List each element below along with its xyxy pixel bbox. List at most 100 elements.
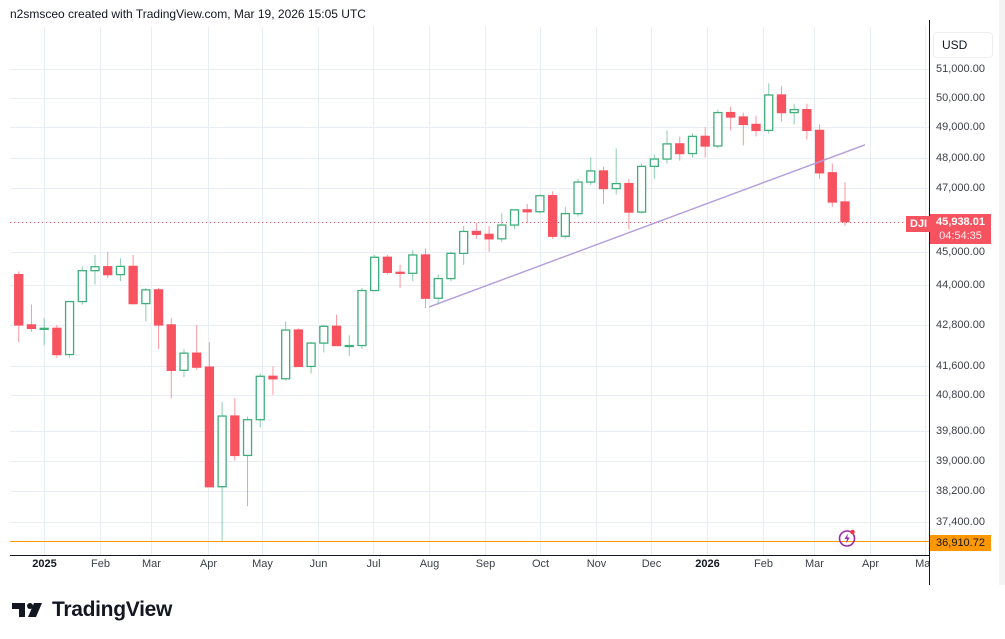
time-tick-label: May [252, 558, 273, 570]
candle-body [281, 329, 291, 380]
candle-body [484, 233, 494, 240]
candle-body [14, 273, 24, 326]
candle-down [52, 324, 62, 358]
price-tick-label: 50,000.00 [936, 91, 985, 104]
time-tick-label: Feb [754, 558, 773, 570]
candle-down [598, 166, 609, 204]
candle-up [64, 300, 75, 358]
candle-body [103, 266, 113, 276]
candle-body [192, 352, 202, 368]
candle-body [814, 129, 825, 174]
candle-body [268, 375, 278, 380]
candle-body [624, 182, 634, 213]
horizontal-line-label: 36,910.72 [930, 535, 991, 551]
candle-body [573, 181, 583, 215]
price-tick-label: 38,200.00 [936, 484, 985, 497]
candle-body [382, 256, 393, 273]
candle-up [77, 266, 87, 305]
candle-up [255, 373, 265, 428]
candle-body [713, 111, 723, 147]
candle-up [446, 251, 456, 282]
candle-body [471, 230, 482, 235]
candle-body [179, 352, 189, 371]
candle-up [586, 157, 596, 186]
candle-down [547, 191, 558, 239]
currency-button[interactable]: USD [933, 32, 993, 58]
candle-body [204, 366, 215, 488]
candle-down [827, 163, 837, 208]
time-tick-label: Apr [199, 558, 218, 570]
candle-down [751, 115, 761, 137]
price-tick-label: 49,000.00 [936, 121, 985, 134]
time-tick-label: Mar [805, 558, 824, 570]
tradingview-logo[interactable]: TradingView [12, 598, 172, 622]
candle-down [624, 178, 634, 230]
time-tick-label: Mar [142, 558, 161, 570]
lightning-alert-icon[interactable] [837, 528, 857, 548]
candle-down [484, 226, 494, 252]
chart-frame [999, 0, 1005, 585]
price-tick-label: 51,000.00 [936, 63, 985, 75]
time-tick-label: Sep [475, 558, 496, 570]
time-tick-label: Jun [309, 558, 328, 570]
trendline-stroke[interactable] [428, 144, 866, 308]
candle-up [497, 213, 507, 243]
price-tick-label: 47,000.00 [936, 182, 985, 195]
candle-up [611, 148, 621, 195]
candle-up [90, 254, 100, 285]
price-tick-label: 40,800.00 [936, 388, 985, 401]
candle-up [306, 342, 316, 374]
candle-down [331, 314, 342, 347]
candle-body [662, 143, 672, 160]
time-tick-label: Oct [531, 558, 550, 570]
candle-body [802, 108, 812, 132]
candle-body [357, 289, 367, 347]
price-tick-label: 39,000.00 [936, 454, 985, 467]
candle-down [675, 136, 685, 161]
candle-body [242, 419, 253, 457]
candle-down [471, 222, 482, 239]
last-price-label: 45,938.01 04:54:35 [930, 214, 991, 244]
candle-up [319, 324, 329, 353]
candle-body [26, 324, 37, 329]
price-tick-label: 45,000.00 [936, 245, 985, 258]
candle-up [141, 287, 151, 322]
candles [14, 83, 850, 542]
price-tick-label: 42,800.00 [936, 318, 985, 331]
time-tick-label: 2026 [695, 558, 720, 570]
candle-down [395, 264, 405, 288]
time-tick-label: Dec [641, 558, 662, 570]
price-tick-label: 48,000.00 [936, 151, 985, 164]
candle-body [128, 265, 138, 305]
price-tick-label: 39,800.00 [936, 425, 985, 438]
candle-up [433, 274, 443, 305]
candle-body [408, 254, 418, 274]
candle-up [458, 226, 469, 265]
candle-body [522, 209, 532, 213]
candle-up [713, 109, 723, 149]
candle-body [64, 300, 75, 356]
candle-body [687, 135, 698, 155]
candle-body [840, 201, 850, 223]
time-tick-label: Jul [366, 558, 381, 570]
time-tick-label: Feb [91, 558, 110, 570]
candle-body [636, 165, 647, 213]
tradingview-logo-icon [12, 603, 42, 617]
bar-countdown: 04:54:35 [939, 230, 982, 242]
time-tick-label: 2025 [32, 558, 57, 570]
candle-body [255, 375, 265, 421]
candle-down [293, 328, 304, 368]
time-axis[interactable]: 2025 Feb Mar Apr May Jun Jul Aug Sep Oct Nov Dec 202… [0, 555, 929, 579]
candle-up [408, 250, 418, 282]
candle-body [90, 266, 100, 272]
candle-down [725, 106, 736, 131]
candle-body [39, 327, 49, 330]
candle-down [268, 366, 278, 395]
candle-body [497, 224, 507, 240]
candle-up [687, 133, 698, 158]
candle-down [192, 324, 202, 370]
candle-down [814, 124, 825, 179]
candle-body [52, 327, 62, 356]
candle-down [738, 112, 748, 146]
